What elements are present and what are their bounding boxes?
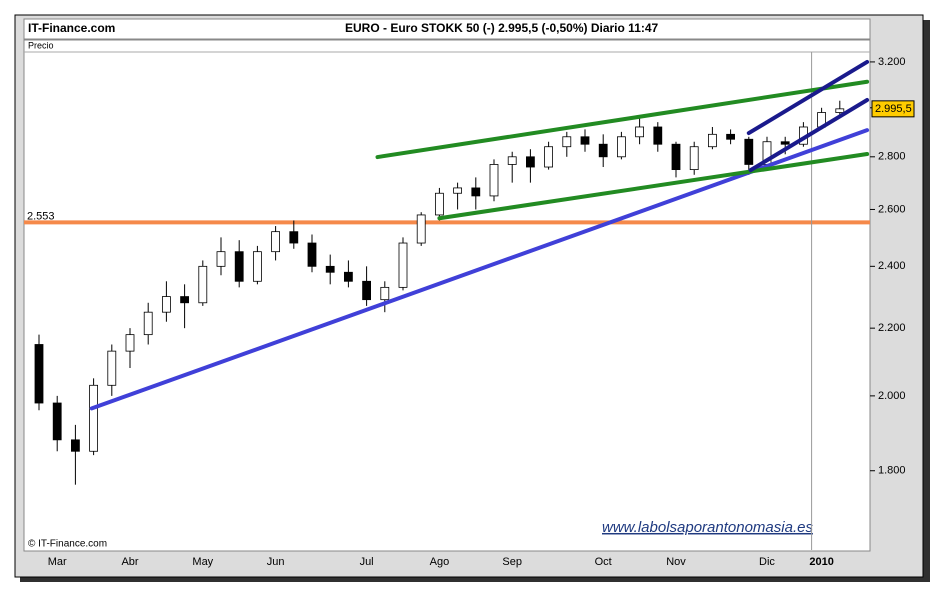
candle-body bbox=[434, 192, 444, 216]
candle-body bbox=[471, 187, 481, 197]
trend-line bbox=[746, 59, 870, 136]
y-tick-label: 2.600 bbox=[878, 203, 906, 215]
candle-body bbox=[380, 286, 390, 301]
y-tick-label: 2.800 bbox=[878, 151, 906, 163]
candle-body bbox=[362, 280, 372, 301]
x-tick-label: Ago bbox=[430, 556, 450, 568]
chart-title: EURO - Euro STOKK 50 (-) 2.995,5 (-0,50%… bbox=[345, 21, 659, 35]
candle-body bbox=[453, 187, 463, 194]
x-tick-label: Dic bbox=[759, 556, 775, 568]
candle-body bbox=[671, 143, 681, 171]
candle-body bbox=[580, 136, 590, 145]
x-tick-label: 2010 bbox=[809, 556, 833, 568]
y-tick-label: 2.000 bbox=[878, 390, 906, 402]
trend-line bbox=[748, 98, 870, 173]
candle-body bbox=[307, 242, 317, 267]
y-tick-label: 1.800 bbox=[878, 465, 906, 477]
candle-body bbox=[52, 402, 62, 441]
x-tick-label: Mar bbox=[48, 556, 67, 568]
candle-body bbox=[617, 136, 626, 158]
copyright: © IT-Finance.com bbox=[28, 539, 107, 550]
candle-body bbox=[780, 141, 790, 145]
trend-line bbox=[89, 128, 870, 411]
x-tick-label: Jun bbox=[267, 556, 285, 568]
trend-line bbox=[375, 79, 870, 160]
candle-body bbox=[161, 296, 171, 313]
last-price-label: 2.995,5 bbox=[875, 103, 912, 115]
candle-body bbox=[489, 164, 499, 197]
candle-body bbox=[343, 271, 353, 282]
y-tick-label: 3.200 bbox=[878, 56, 906, 68]
candle-body bbox=[289, 231, 299, 244]
candle-body bbox=[708, 133, 717, 148]
candle-body bbox=[271, 231, 281, 253]
candle-body bbox=[143, 311, 153, 336]
candle-body bbox=[526, 156, 535, 168]
candle-body bbox=[635, 126, 644, 138]
candle-body bbox=[653, 126, 663, 145]
y-tick-label: 2.400 bbox=[878, 260, 906, 272]
level-label: 2.553 bbox=[27, 210, 55, 222]
trend-line bbox=[437, 152, 870, 221]
candle-body bbox=[125, 334, 135, 352]
candle-body bbox=[180, 296, 190, 304]
plot-area bbox=[23, 39, 871, 552]
watermark: www.labolsaporantonomasia.es bbox=[602, 519, 813, 536]
header-strip bbox=[23, 18, 871, 40]
candle-body bbox=[234, 251, 244, 282]
candle-body bbox=[562, 136, 572, 148]
candle-body bbox=[34, 344, 44, 404]
x-tick-label: Nov bbox=[666, 556, 686, 568]
candle-body bbox=[689, 146, 699, 171]
x-tick-label: May bbox=[192, 556, 213, 568]
candle-body bbox=[325, 265, 335, 273]
last-price-box bbox=[871, 100, 915, 118]
candle-body bbox=[198, 265, 208, 304]
candle-body bbox=[398, 242, 408, 288]
candle-body bbox=[835, 108, 845, 113]
x-tick-label: Oct bbox=[595, 556, 612, 568]
candle-body bbox=[107, 350, 117, 386]
candle-body bbox=[416, 214, 426, 244]
candle-body bbox=[744, 138, 754, 165]
candle-body bbox=[89, 384, 98, 452]
x-tick-label: Jul bbox=[360, 556, 374, 568]
candle-body bbox=[71, 439, 80, 452]
candle-body bbox=[216, 251, 226, 267]
x-tick-label: Abr bbox=[121, 556, 138, 568]
x-tick-label: Sep bbox=[502, 556, 522, 568]
candle-body bbox=[544, 146, 553, 168]
panel-label: Precio bbox=[28, 40, 54, 50]
y-tick-label: 2.200 bbox=[878, 322, 906, 334]
candle-body bbox=[726, 133, 735, 140]
candle-body bbox=[252, 251, 262, 282]
site-name: IT-Finance.com bbox=[28, 21, 115, 35]
candle-body bbox=[507, 156, 517, 165]
candle-body bbox=[598, 143, 608, 158]
